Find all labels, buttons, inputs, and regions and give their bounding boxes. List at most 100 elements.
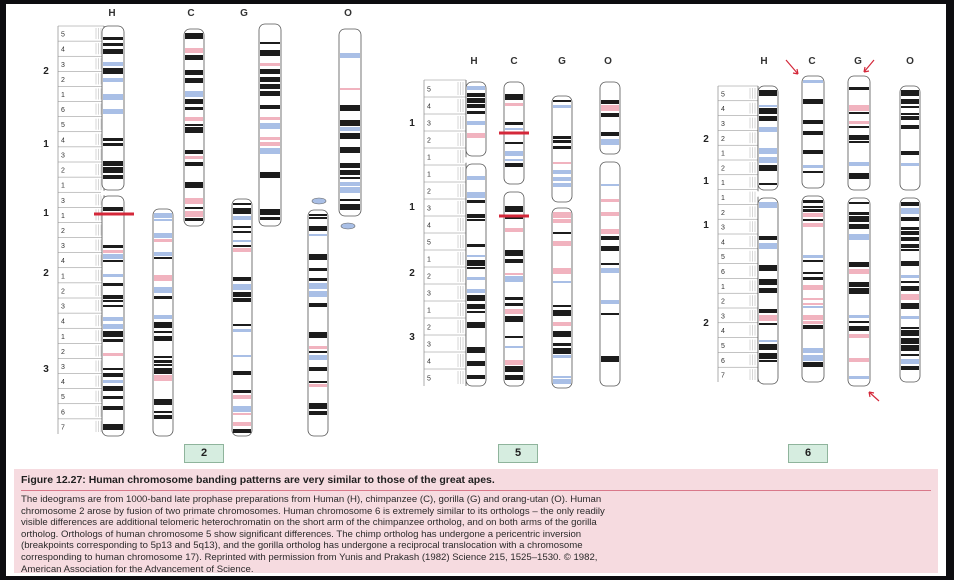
chromosome-band [505, 94, 523, 100]
chromosome-5-gorilla [551, 95, 573, 389]
chromosome-layer [101, 23, 921, 437]
chromosome-band [601, 229, 619, 234]
chromosome-band [309, 217, 327, 219]
chromosome-band [154, 257, 172, 259]
band-number: 3 [721, 313, 725, 320]
chromosome-band [553, 322, 571, 326]
chromosome-band [233, 284, 251, 290]
chromosome-band [901, 316, 919, 319]
chromosome-band [849, 262, 869, 267]
chromosome-band [467, 311, 485, 313]
chromosome-2-orangutan-q [307, 209, 329, 437]
chromosome-band [154, 315, 172, 319]
chromosome-band [505, 163, 523, 167]
chromosome-band [309, 291, 327, 297]
chromosome-band [467, 244, 485, 247]
chromosome-band [340, 88, 360, 90]
chromosome-band [901, 354, 919, 356]
chromosome-band [103, 49, 123, 54]
chromosome-band [901, 217, 919, 221]
chromosome-band [901, 286, 919, 291]
chromosome-arm [599, 161, 621, 387]
chromosome-band [103, 274, 123, 277]
chromosome-band [260, 50, 280, 56]
caption-line: (breakpoints corresponding to 5p13 and 5… [21, 540, 583, 552]
chromosome-band [467, 121, 485, 125]
band-number: 2 [427, 189, 431, 196]
chromosome-band [260, 63, 280, 66]
arm-number: 3 [43, 364, 49, 375]
chromosome-band [467, 304, 485, 309]
chromosome-band [467, 98, 485, 103]
chromosome-band [849, 212, 869, 215]
chromosome-band [803, 200, 823, 203]
chromosome-band [901, 202, 919, 206]
chromosome-band [901, 345, 919, 351]
chromosome-band [309, 355, 327, 360]
column-label-h: H [470, 56, 477, 67]
chromosome-band [340, 182, 360, 186]
chromosome-band [260, 137, 280, 140]
chromosome-band [759, 323, 777, 325]
chromosome-band [467, 200, 485, 203]
chromosome-band [803, 255, 823, 258]
column-label-o: O [604, 56, 612, 67]
chromosome-band [260, 148, 280, 154]
chromosome-band [553, 241, 571, 246]
caption-line: The ideograms are from 1000-band late pr… [21, 494, 602, 505]
chromosome-band [505, 346, 523, 348]
chromosome-band [233, 355, 251, 357]
chromosome-6-human [757, 85, 779, 385]
chromosome-band [185, 70, 203, 75]
chromosome-band [759, 202, 777, 208]
chromosome-band [185, 182, 203, 188]
chromosome-band [901, 303, 919, 309]
chromosome-arm [101, 195, 125, 437]
band-number: 4 [61, 258, 65, 265]
chromosome-band [154, 287, 172, 293]
chromosome-band [467, 277, 485, 280]
chromosome-band [309, 384, 327, 387]
chromosome-band [505, 228, 523, 232]
chromosome-band [505, 276, 523, 282]
chromosome-band [260, 123, 280, 129]
chromosome-band [260, 77, 280, 82]
band-number: 1 [61, 183, 65, 190]
column-label-c: C [187, 8, 194, 19]
band-number: 3 [61, 364, 65, 371]
chromosome-band [901, 151, 919, 155]
chromosome-band [553, 343, 571, 346]
chromosome-band [260, 105, 280, 109]
chromosome-band [849, 358, 869, 362]
chromosome-band [103, 396, 123, 399]
ruler-chromosome-6: 5 4 3 2 1 2 1 1 2 3 4 5 6 1 2 3 4 5 6 7 2 1 1 2 [703, 85, 759, 382]
chromosome-band [185, 55, 203, 60]
chromosome-band [103, 245, 123, 248]
chromosome-band [233, 231, 251, 233]
chromosome-band [803, 303, 823, 305]
arm-number: 2 [43, 268, 49, 279]
chromosome-band [553, 331, 571, 337]
chromosome-band [759, 243, 777, 249]
chromosome-band [553, 268, 571, 274]
band-number: 1 [61, 273, 65, 280]
chromosome-band [260, 172, 280, 178]
panel-label-chromosome-5: 5 [498, 444, 538, 463]
band-number: 1 [721, 180, 725, 187]
band-number: 5 [61, 32, 65, 39]
arm-number: 1 [43, 208, 49, 219]
chromosome-band [803, 325, 823, 329]
band-number: 3 [61, 304, 65, 311]
chromosome-band [759, 353, 777, 359]
chromosome-band [233, 277, 251, 281]
chromosome-band [340, 147, 360, 153]
band-number: 2 [721, 210, 725, 217]
chromosome-band [901, 231, 919, 235]
chromosome-band [803, 298, 823, 300]
chromosome-band [309, 411, 327, 415]
chromosome-band [553, 219, 571, 223]
chromosome-5-human [465, 81, 487, 387]
chromosome-arm [231, 198, 253, 437]
chromosome-band [185, 162, 203, 166]
band-number: 5 [61, 394, 65, 401]
